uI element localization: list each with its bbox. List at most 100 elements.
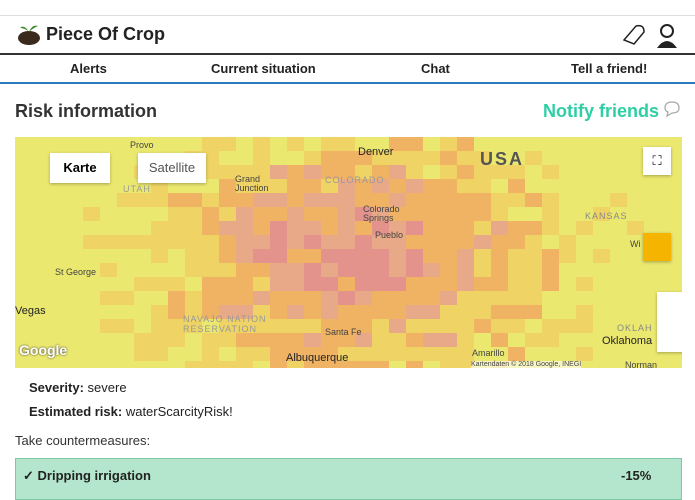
heat-cell — [593, 333, 610, 347]
heat-cell — [474, 137, 491, 151]
heat-cell — [185, 249, 202, 263]
heat-cell — [32, 361, 49, 368]
heat-cell — [168, 193, 185, 207]
heat-cell — [661, 193, 678, 207]
heat-cell — [219, 221, 236, 235]
heat-cell — [49, 277, 66, 291]
heat-cell — [202, 305, 219, 319]
heat-cell — [474, 193, 491, 207]
heat-cell — [406, 263, 423, 277]
heat-cell — [134, 193, 151, 207]
heat-cell — [423, 221, 440, 235]
heat-cell — [287, 333, 304, 347]
heat-cell — [236, 207, 253, 221]
profile-icon[interactable] — [660, 24, 674, 38]
notify-link[interactable]: Notify friends — [543, 101, 660, 121]
heat-cell — [406, 221, 423, 235]
heat-cell — [355, 277, 372, 291]
detail-row: Severity: severe — [29, 380, 127, 395]
heat-cell — [253, 165, 270, 179]
heat-cell — [202, 263, 219, 277]
heat-cell — [304, 235, 321, 249]
pegman[interactable] — [643, 233, 671, 261]
heat-cell — [304, 305, 321, 319]
heat-cell — [15, 263, 32, 277]
heat-cell — [627, 137, 644, 151]
heat-cell — [559, 249, 576, 263]
countermeasure-name: ✓ Dripping irrigation — [23, 468, 151, 483]
heat-cell — [525, 305, 542, 319]
section-title: Risk information — [15, 101, 158, 121]
heat-cell — [168, 249, 185, 263]
heat-cell — [389, 291, 406, 305]
heat-cell — [678, 137, 682, 151]
heat-cell — [525, 333, 542, 347]
heat-cell — [270, 361, 287, 368]
map-type-button[interactable]: Satellite — [138, 153, 206, 183]
heat-cell — [66, 319, 83, 333]
heat-cell — [304, 221, 321, 235]
heat-cell — [83, 319, 100, 333]
heat-cell — [678, 151, 682, 165]
heat-cell — [219, 277, 236, 291]
nav-item[interactable]: Tell a friend! — [571, 61, 648, 76]
heat-cell — [423, 277, 440, 291]
nav-item[interactable]: Alerts — [70, 61, 107, 76]
heat-cell — [117, 235, 134, 249]
heat-cell — [32, 319, 49, 333]
heat-cell — [270, 151, 287, 165]
heat-cell — [49, 305, 66, 319]
heat-cell — [559, 151, 576, 165]
heat-cell — [100, 235, 117, 249]
map-type-button[interactable]: Karte — [50, 153, 110, 183]
heat-cell — [474, 277, 491, 291]
heat-cell — [168, 207, 185, 221]
heat-cell — [236, 249, 253, 263]
heat-cell — [66, 207, 83, 221]
chat-icon[interactable] — [662, 100, 682, 118]
heat-cell — [202, 249, 219, 263]
heat-cell — [253, 319, 270, 333]
heat-cell — [457, 151, 474, 165]
heat-cell — [304, 193, 321, 207]
zoom-control[interactable] — [657, 292, 682, 352]
heat-cell — [236, 361, 253, 368]
heat-cell — [32, 263, 49, 277]
heat-cell — [661, 361, 678, 368]
heat-cell — [627, 277, 644, 291]
heat-cell — [270, 263, 287, 277]
heat-cell — [219, 207, 236, 221]
heat-cell — [321, 221, 338, 235]
heat-cell — [542, 179, 559, 193]
heat-cell — [355, 263, 372, 277]
heat-cell — [202, 221, 219, 235]
heat-cell — [185, 277, 202, 291]
heat-cell — [100, 305, 117, 319]
countermeasure-item[interactable]: ✓ Dripping irrigation -15% — [15, 458, 682, 500]
heat-cell — [559, 137, 576, 151]
heat-cell — [355, 207, 372, 221]
heat-cell — [627, 263, 644, 277]
heat-cell — [338, 333, 355, 347]
map[interactable]: Karte Satellite ⛶ Provo Denver USA COLOR… — [15, 137, 682, 368]
heat-cell — [270, 165, 287, 179]
heat-cell — [508, 249, 525, 263]
heat-cell — [134, 305, 151, 319]
heat-cell — [304, 137, 321, 151]
nav-item[interactable]: Current situation — [211, 61, 316, 76]
heat-cell — [593, 207, 610, 221]
heat-cell — [151, 347, 168, 361]
nav-item[interactable]: Chat — [421, 61, 450, 76]
heat-cell — [457, 277, 474, 291]
heat-cell — [287, 305, 304, 319]
heat-cell — [321, 361, 338, 368]
heat-cell — [610, 193, 627, 207]
heat-cell — [32, 347, 49, 361]
heat-cell — [32, 277, 49, 291]
heat-cell — [389, 165, 406, 179]
fullscreen-button[interactable]: ⛶ — [643, 147, 671, 175]
heat-cell — [15, 221, 32, 235]
bell-icon[interactable] — [622, 24, 645, 45]
heat-cell — [593, 249, 610, 263]
heat-cell — [355, 179, 372, 193]
